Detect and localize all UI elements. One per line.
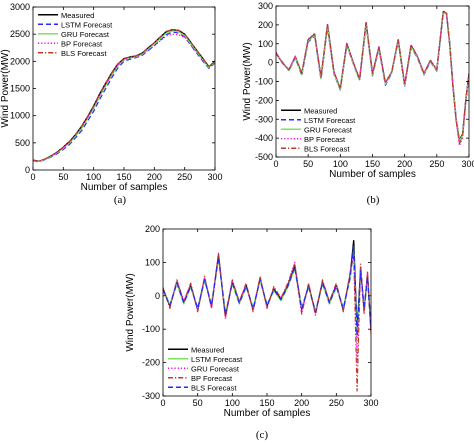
chart-a-legend-label: GRU Forecast (61, 30, 110, 39)
chart-c-x-tick-label: 50 (193, 398, 203, 408)
chart-c-x-tick-label: 300 (363, 398, 378, 408)
chart-a-y-tick-label: 2000 (10, 56, 30, 66)
panel-caption-b: (b) (367, 194, 380, 206)
chart-b-y-tick-label: 0 (268, 58, 273, 68)
chart-c-legend-label: GRU Forecast (191, 364, 240, 373)
chart-b-y-tick-label: -500 (255, 152, 273, 162)
chart-b-x-tick-label: 100 (333, 159, 348, 169)
chart-b-y-tick-label: 300 (258, 1, 273, 11)
chart-c-y-axis-label: Wind Power(MW) (125, 273, 136, 351)
chart-b-series-group (276, 10, 469, 147)
chart-a-series-line-2 (33, 31, 215, 163)
chart-c-series-line-3 (163, 251, 371, 364)
chart-b-legend-label: GRU Forecast (304, 125, 353, 134)
chart-b-y-axis-label: Wind Power(MW) (242, 42, 253, 120)
chart-a-x-tick-label: 150 (116, 172, 131, 182)
chart-c: 0 50 100 150 200 250 300-300-200-1000100200Num… (125, 224, 379, 419)
chart-a-x-tick-label: 200 (147, 172, 162, 182)
chart-a-series-line-5 (33, 29, 215, 162)
chart-c-legend-label: BP Forecast (191, 374, 233, 383)
chart-a-legend-label: LSTM Forecast (61, 20, 113, 29)
chart-b-legend-label: Measured (304, 106, 337, 115)
chart-c-x-tick-label: 200 (294, 398, 309, 408)
chart-a-x-tick-label: 100 (86, 172, 101, 182)
chart-a-legend-label: Measured (61, 11, 94, 20)
chart-b-x-tick-label: 0 (273, 159, 278, 169)
chart-c-x-tick-label: 150 (259, 398, 274, 408)
chart-b-series-line-3 (276, 12, 469, 142)
chart-b-x-tick-label: 200 (397, 159, 412, 169)
chart-b-legend-label: BLS Forecast (304, 144, 350, 153)
chart-a-x-tick-label: 250 (177, 172, 192, 182)
chart-b-x-tick-label: 150 (365, 159, 380, 169)
chart-c-series-group (163, 239, 371, 392)
chart-c-x-tick-label: 100 (225, 398, 240, 408)
panel-caption-a: (a) (114, 194, 127, 206)
chart-b-y-tick-label: -400 (255, 133, 273, 143)
chart-b-x-tick-label: 50 (303, 159, 313, 169)
chart-a-y-axis-label: Wind Power(MW) (0, 49, 11, 127)
panel-caption-c: (c) (256, 429, 269, 441)
chart-c-y-tick-label: 0 (155, 291, 160, 301)
chart-a-y-tick-label: 500 (15, 138, 30, 148)
chart-a: 0 50 100 150 200 250 3000500100015002000250030… (0, 2, 223, 193)
chart-a-y-tick-label: 2500 (10, 29, 30, 39)
chart-b-x-tick-label: 300 (461, 159, 474, 169)
chart-c-legend-label: LSTM Forecast (191, 355, 243, 364)
chart-b-y-tick-label: 100 (258, 39, 273, 49)
chart-c-series-line-5 (163, 245, 371, 337)
chart-b-y-tick-label: 200 (258, 20, 273, 30)
chart-c-x-tick-label: 0 (160, 398, 165, 408)
chart-b-y-tick-label: -200 (255, 95, 273, 105)
chart-a-series-group (33, 29, 215, 163)
chart-a-y-tick-label: 0 (25, 165, 30, 175)
chart-b-y-tick-label: -100 (255, 77, 273, 87)
chart-c-legend-label: BLS Forecast (191, 383, 237, 392)
chart-a-x-tick-label: 0 (30, 172, 35, 182)
chart-a-x-tick-label: 50 (58, 172, 68, 182)
chart-c-x-axis-label: Number of samples (224, 408, 311, 419)
chart-c-x-tick-label: 250 (329, 398, 344, 408)
chart-c-y-tick-label: -200 (142, 358, 160, 368)
panels: 0 50 100 150 200 250 3000500100015002000250030… (0, 1, 474, 419)
chart-a-legend-label: BP Forecast (61, 39, 103, 48)
chart-b-legend-label: LSTM Forecast (304, 116, 356, 125)
chart-c-y-tick-label: -300 (142, 391, 160, 401)
chart-a-y-tick-label: 3000 (10, 2, 30, 12)
chart-c-legend-label: Measured (191, 345, 224, 354)
chart-b-legend-label: BP Forecast (304, 135, 346, 144)
chart-a-legend-label: BLS Forecast (61, 49, 107, 58)
chart-c-y-tick-label: 200 (145, 224, 160, 234)
chart-b-series-line-5 (276, 10, 469, 145)
chart-b: 0 50 100 150 200 250 300 -500 -400 -300 -200 -100 0 1… (242, 1, 474, 180)
chart-a-y-tick-label: 1000 (10, 111, 30, 121)
chart-b-x-tick-label: 250 (429, 159, 444, 169)
chart-b-x-axis-label: Number of samples (329, 169, 416, 180)
chart-c-y-tick-label: 100 (145, 257, 160, 267)
chart-c-y-tick-label: -100 (142, 324, 160, 334)
chart-a-x-axis-label: Number of samples (81, 182, 168, 193)
chart-a-y-tick-label: 1500 (10, 84, 30, 94)
chart-a-x-tick-label: 300 (207, 172, 222, 182)
chart-b-y-tick-label: -300 (255, 114, 273, 124)
